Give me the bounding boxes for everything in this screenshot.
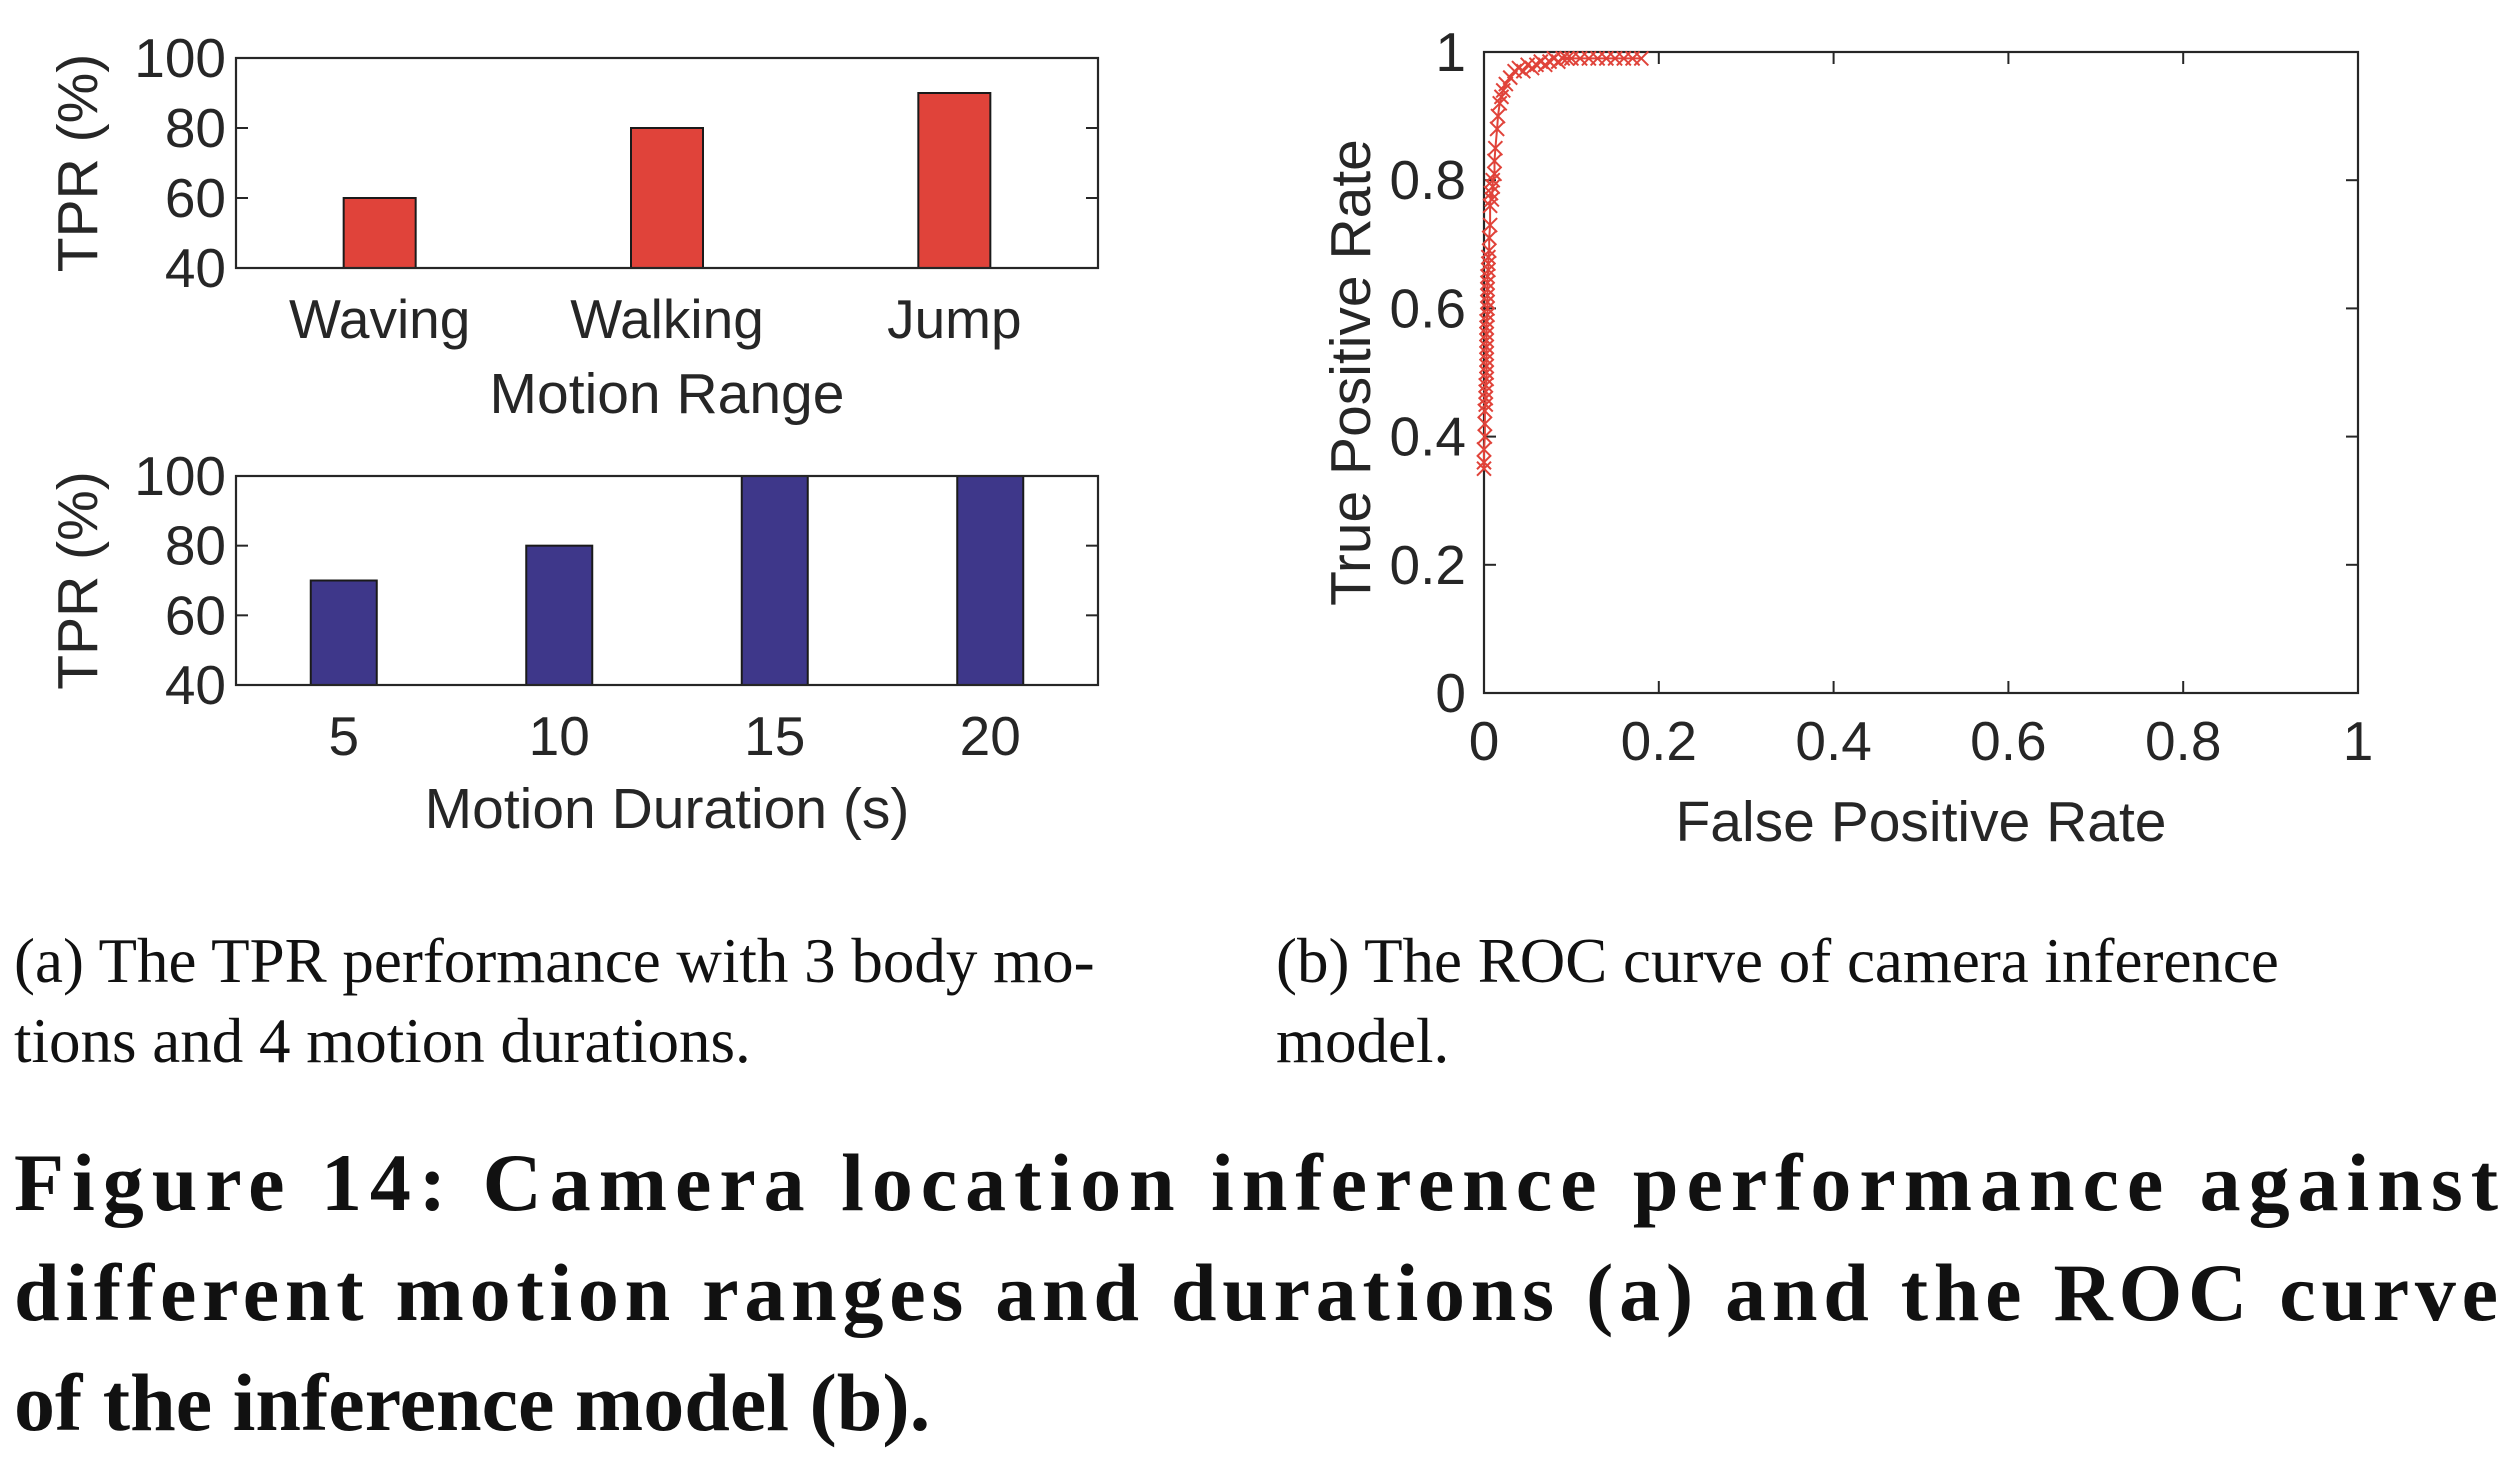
roc-point <box>1478 326 1495 342</box>
roc-point <box>1479 281 1496 297</box>
y-tick-label: 60 <box>165 584 226 646</box>
bar-20 <box>956 475 1025 686</box>
bar-5 <box>309 579 378 686</box>
x-tick-label: 20 <box>960 705 1021 767</box>
roc-point <box>1515 63 1532 79</box>
roc-point <box>1478 371 1495 387</box>
y-tick-label: 60 <box>165 167 226 229</box>
roc-point <box>1479 275 1496 291</box>
y-tick-label: 40 <box>165 654 226 716</box>
roc-point <box>1479 294 1496 310</box>
roc-point <box>1478 332 1495 349</box>
roc-point <box>1480 255 1497 272</box>
roc-point <box>1477 428 1493 445</box>
roc-point <box>1633 50 1650 67</box>
roc-point <box>1489 121 1505 137</box>
bar-15 <box>740 475 809 686</box>
roc-point <box>1478 396 1494 413</box>
x-tick-label: 0.4 <box>1795 710 1871 772</box>
subcaption-a-line1: (a) The TPR performance with 3 body mo- <box>14 926 1095 996</box>
roc-point <box>1478 339 1495 355</box>
roc-point <box>1477 403 1493 419</box>
y-axis-label: True Positive Rate <box>1319 139 1383 606</box>
x-tick-label: 10 <box>529 705 590 767</box>
roc-point <box>1480 249 1497 265</box>
y-tick-label: 0.8 <box>1390 149 1466 211</box>
roc-point <box>1481 230 1497 246</box>
x-axis-label: Motion Range <box>490 362 845 426</box>
y-tick-label: 100 <box>134 27 226 89</box>
x-tick-label: 1 <box>2343 710 2374 772</box>
y-axis-label: TPR (%) <box>46 471 110 689</box>
y-axis-label: TPR (%) <box>46 54 110 272</box>
roc-point <box>1478 364 1495 381</box>
roc-point <box>1476 441 1492 458</box>
motion-range-chart: Waving Walking Jump 40 60 80 100 Motion Range TP… <box>46 27 1100 426</box>
roc-point <box>1478 345 1495 361</box>
subcaption-a-line2: tions and 4 motion durations. <box>14 1006 751 1076</box>
roc-point <box>1490 108 1506 124</box>
roc-point <box>1479 307 1496 323</box>
roc-point <box>1478 319 1495 336</box>
roc-point <box>1479 287 1496 304</box>
x-tick-label: 0.2 <box>1621 710 1697 772</box>
roc-point <box>1478 390 1494 406</box>
roc-point <box>1484 191 1500 208</box>
roc-point <box>1478 384 1494 400</box>
roc-point <box>1477 416 1493 432</box>
y-tick-label: 0.4 <box>1390 406 1466 468</box>
x-tick-label: 0.6 <box>1970 710 2046 772</box>
subcaption-b-line1: (b) The ROC curve of camera inference <box>1276 926 2279 996</box>
roc-point <box>1486 166 1503 182</box>
roc-point <box>1478 377 1494 394</box>
bar-jump <box>917 92 992 269</box>
x-axis-label: Motion Duration (s) <box>425 777 910 841</box>
plot-frame <box>1482 50 2360 695</box>
x-tick-label: Walking <box>570 288 764 350</box>
x-tick-label: 5 <box>328 705 359 767</box>
plot-frame <box>234 474 1100 687</box>
motion-duration-chart: 5 10 15 20 40 60 80 100 Motion Duration (s) TPR (… <box>46 445 1100 841</box>
roc-point <box>1476 454 1492 470</box>
x-tick-label: 0.8 <box>2145 710 2221 772</box>
roc-point <box>1478 313 1495 329</box>
x-axis-label: False Positive Rate <box>1675 790 2166 854</box>
y-tick-label: 1 <box>1435 21 1466 83</box>
roc-point <box>1485 178 1501 195</box>
roc-point <box>1559 50 1575 67</box>
y-tick-label: 80 <box>165 97 226 159</box>
bar-10 <box>525 544 594 687</box>
x-tick-label: Waving <box>289 288 470 350</box>
roc-point <box>1486 153 1503 169</box>
x-tick-label: Jump <box>887 288 1022 350</box>
roc-point <box>1481 243 1497 259</box>
x-tick-label: 15 <box>744 705 805 767</box>
roc-point <box>1478 358 1495 374</box>
plot-frame <box>234 56 1100 270</box>
figure-caption-line2: different motion ranges and durations (a… <box>14 1247 2498 1338</box>
subcaption-b-line2: model. <box>1276 1006 1449 1076</box>
figure-caption-line3: of the inference model (b). <box>14 1357 930 1448</box>
y-tick-label: 100 <box>134 445 226 507</box>
roc-curve-line <box>1483 57 1642 469</box>
y-tick-label: 40 <box>165 237 226 299</box>
roc-point <box>1479 268 1496 285</box>
y-tick-label: 0.2 <box>1390 534 1466 596</box>
y-tick-label: 0 <box>1435 662 1466 724</box>
roc-chart: 0 0.2 0.4 0.6 0.8 1 0 0.2 0.4 0.6 0.8 1 False Positi… <box>1319 21 2373 854</box>
roc-point <box>1476 460 1492 477</box>
y-tick-label: 80 <box>165 515 226 577</box>
roc-point <box>1478 351 1495 368</box>
roc-point <box>1498 76 1514 92</box>
roc-point <box>1479 300 1496 317</box>
roc-point <box>1480 262 1497 278</box>
y-tick-label: 0.6 <box>1390 277 1466 339</box>
roc-point <box>1487 140 1504 156</box>
x-tick-label: 0 <box>1469 710 1500 772</box>
bar-walking <box>630 127 704 269</box>
bar-waving <box>342 197 417 269</box>
figure-caption-line1: Figure 14: Camera location inference per… <box>14 1137 2498 1228</box>
roc-point <box>1482 217 1498 233</box>
